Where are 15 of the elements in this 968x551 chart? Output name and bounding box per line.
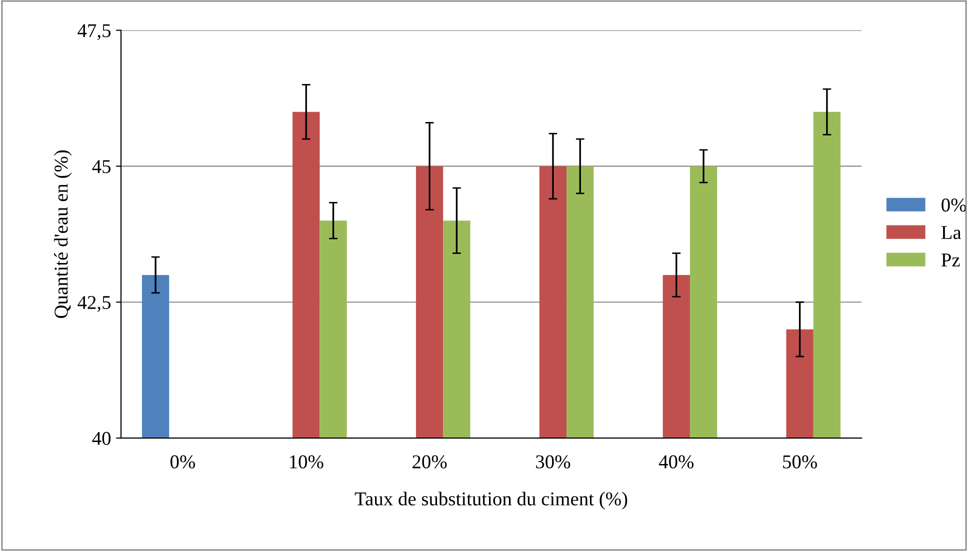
legend-label: La [941,226,962,240]
y-axis-title: Quantité d'eau en (%) [54,150,72,318]
y-tick-label: 47,5 [78,24,111,40]
y-tick-label: 45 [92,160,111,174]
x-axis-title: Taux de substitution du ciment (%) [354,492,628,510]
x-tick-label: 0% [170,455,196,468]
x-tick-label: 40% [658,455,694,468]
x-tick-label: 20% [412,455,447,468]
y-tick-label: 42,5 [78,296,111,312]
legend-label: 0% [942,198,966,212]
legend-label: Pz [941,254,960,266]
y-tick-label: 40 [92,432,111,445]
x-tick-label: 10% [290,455,324,468]
x-tick-label: 30% [536,455,570,468]
x-tick-label: 50% [783,455,817,468]
